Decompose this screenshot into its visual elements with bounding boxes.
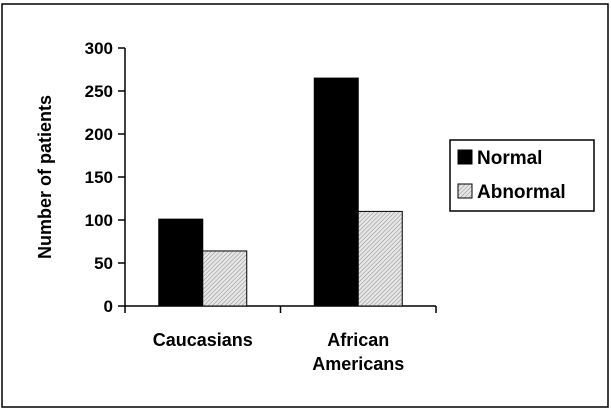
legend: Normal Abnormal	[450, 140, 594, 211]
x-category-label: Caucasians	[153, 330, 253, 350]
bar-abnormal-african-americans	[358, 211, 402, 306]
y-axis-title: Number of patients	[35, 95, 55, 259]
bar-normal-african-americans	[314, 78, 358, 306]
y-tick-label: 50	[94, 254, 113, 273]
bar-abnormal-caucasians	[203, 251, 247, 306]
x-category-label: Americans	[312, 354, 404, 374]
x-category-label: African	[327, 330, 389, 350]
y-tick-label: 150	[85, 168, 113, 187]
legend-label: Normal	[477, 148, 542, 169]
legend-swatch	[458, 184, 472, 198]
y-tick-label: 250	[85, 82, 113, 101]
legend-label: Abnormal	[477, 182, 566, 203]
y-tick-label: 0	[104, 297, 113, 316]
y-tick-label: 200	[85, 125, 113, 144]
legend-swatch	[458, 150, 472, 164]
y-tick-label: 100	[85, 211, 113, 230]
y-tick-label: 300	[85, 39, 113, 58]
bar-normal-caucasians	[159, 219, 203, 306]
